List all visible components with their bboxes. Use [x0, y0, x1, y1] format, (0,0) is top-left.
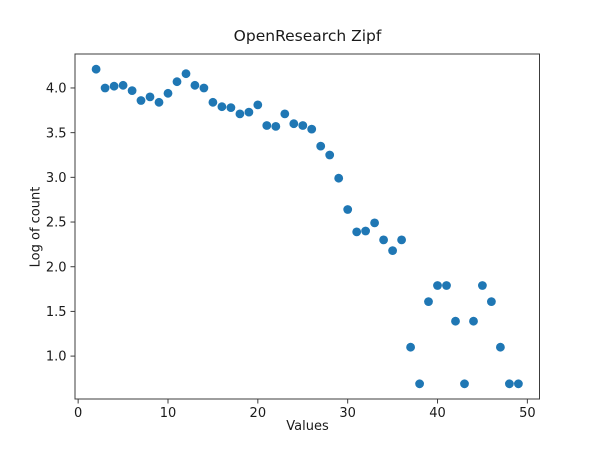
data-point	[496, 342, 505, 352]
data-point	[505, 379, 514, 389]
data-point	[514, 379, 523, 389]
y-tick-label: 4.0	[46, 82, 67, 97]
x-tick-label: 30	[339, 406, 356, 421]
data-point	[127, 86, 137, 95]
data-point	[406, 342, 415, 352]
data-point	[289, 119, 299, 129]
x-tick-label: 10	[160, 406, 177, 421]
data-point	[235, 109, 245, 119]
data-point	[244, 107, 254, 117]
data-point	[334, 173, 344, 183]
data-point	[307, 124, 317, 134]
y-axis-label: Log of count	[28, 186, 44, 268]
data-point	[424, 297, 433, 306]
data-point	[280, 109, 290, 119]
x-tick-label: 20	[250, 406, 267, 421]
data-point	[397, 235, 406, 245]
data-point	[154, 97, 164, 107]
data-point	[460, 379, 469, 389]
data-point	[172, 77, 182, 87]
data-point	[352, 227, 362, 237]
data-point	[199, 83, 209, 93]
y-tick-label: 3.0	[46, 171, 67, 186]
data-point	[298, 121, 308, 130]
data-point	[163, 88, 173, 98]
data-point	[433, 281, 442, 290]
data-point	[136, 96, 146, 105]
data-point	[469, 316, 478, 326]
data-point	[208, 97, 218, 107]
data-point	[226, 103, 236, 112]
data-point	[325, 150, 335, 160]
data-point	[253, 100, 263, 110]
y-tick-label: 2.5	[46, 216, 67, 231]
data-point	[478, 281, 487, 290]
x-tick-label: 0	[74, 406, 82, 421]
y-tick-label: 2.0	[46, 260, 67, 275]
chart-title: OpenResearch Zipf	[233, 27, 382, 45]
data-point	[262, 121, 272, 130]
data-point	[388, 246, 397, 256]
data-point	[217, 102, 227, 112]
axes-frame	[74, 53, 540, 400]
data-point	[100, 83, 110, 93]
data-point	[190, 80, 200, 90]
data-point	[379, 235, 388, 245]
data-point	[442, 281, 451, 290]
x-tick-label: 50	[519, 406, 536, 421]
data-point	[487, 297, 496, 306]
data-point	[271, 122, 281, 131]
data-point	[370, 218, 379, 228]
data-point	[415, 379, 424, 389]
data-point	[316, 141, 326, 151]
data-point	[145, 92, 155, 102]
y-tick-label: 3.5	[46, 126, 67, 141]
data-point	[91, 64, 101, 74]
x-axis-label: Values	[286, 419, 329, 434]
y-tick-label: 1.5	[46, 305, 67, 320]
data-point	[343, 205, 353, 214]
data-point	[181, 69, 191, 79]
x-tick-label: 40	[429, 406, 446, 421]
data-point	[118, 80, 128, 90]
data-point	[451, 316, 460, 326]
data-point	[109, 81, 119, 91]
data-point	[361, 226, 370, 236]
y-tick-label: 1.0	[46, 350, 67, 365]
